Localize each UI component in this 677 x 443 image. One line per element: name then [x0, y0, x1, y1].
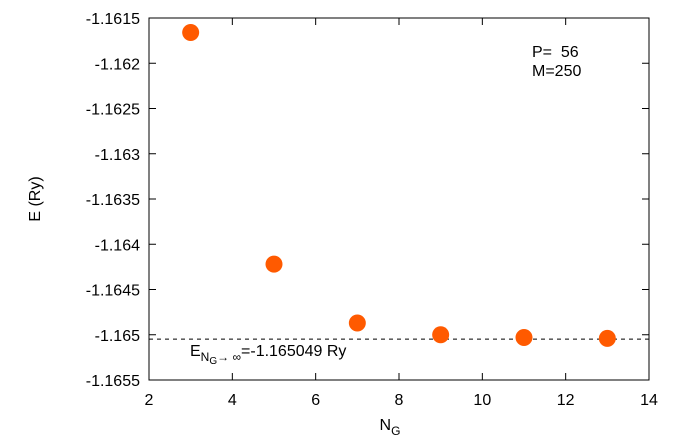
y-tick-label: -1.163	[95, 147, 140, 164]
x-tick-label: 6	[311, 392, 320, 409]
y-axis-label: E (Ry)	[27, 176, 44, 221]
y-tick-label: -1.1635	[86, 192, 140, 209]
y-tick-label: -1.1615	[86, 11, 140, 28]
x-axis-label: NG	[380, 417, 401, 438]
y-tick-label: -1.1645	[86, 283, 140, 300]
annotation-p: P= 56	[532, 44, 579, 61]
x-tick-label: 4	[228, 392, 237, 409]
data-point	[598, 329, 616, 347]
annotation-m: M=250	[532, 63, 581, 80]
axis-ticks	[148, 17, 650, 381]
data-points	[182, 23, 616, 347]
data-point	[348, 314, 366, 332]
y-tick-label: -1.1655	[86, 373, 140, 390]
y-tick-label: -1.1625	[86, 102, 140, 119]
data-point	[432, 326, 450, 344]
x-tick-label: 12	[557, 392, 575, 409]
x-tick-label: 8	[395, 392, 404, 409]
x-tick-label: 14	[640, 392, 658, 409]
x-tick-label: 2	[145, 392, 154, 409]
y-tick-label: -1.162	[95, 56, 140, 73]
y-tick-label: -1.164	[95, 237, 140, 254]
y-tick-label: -1.165	[95, 328, 140, 345]
data-point	[265, 255, 283, 273]
data-point	[515, 328, 533, 346]
tick-labels: 2 4 6 8 10 12 14 -1.1615 -1.162 -1.1625 -1.163 -1.1…	[86, 11, 658, 409]
ref-line-label: ENG→ ∞=-1.165049 Ry	[190, 343, 346, 367]
x-tick-label: 10	[473, 392, 491, 409]
data-point	[182, 23, 200, 41]
